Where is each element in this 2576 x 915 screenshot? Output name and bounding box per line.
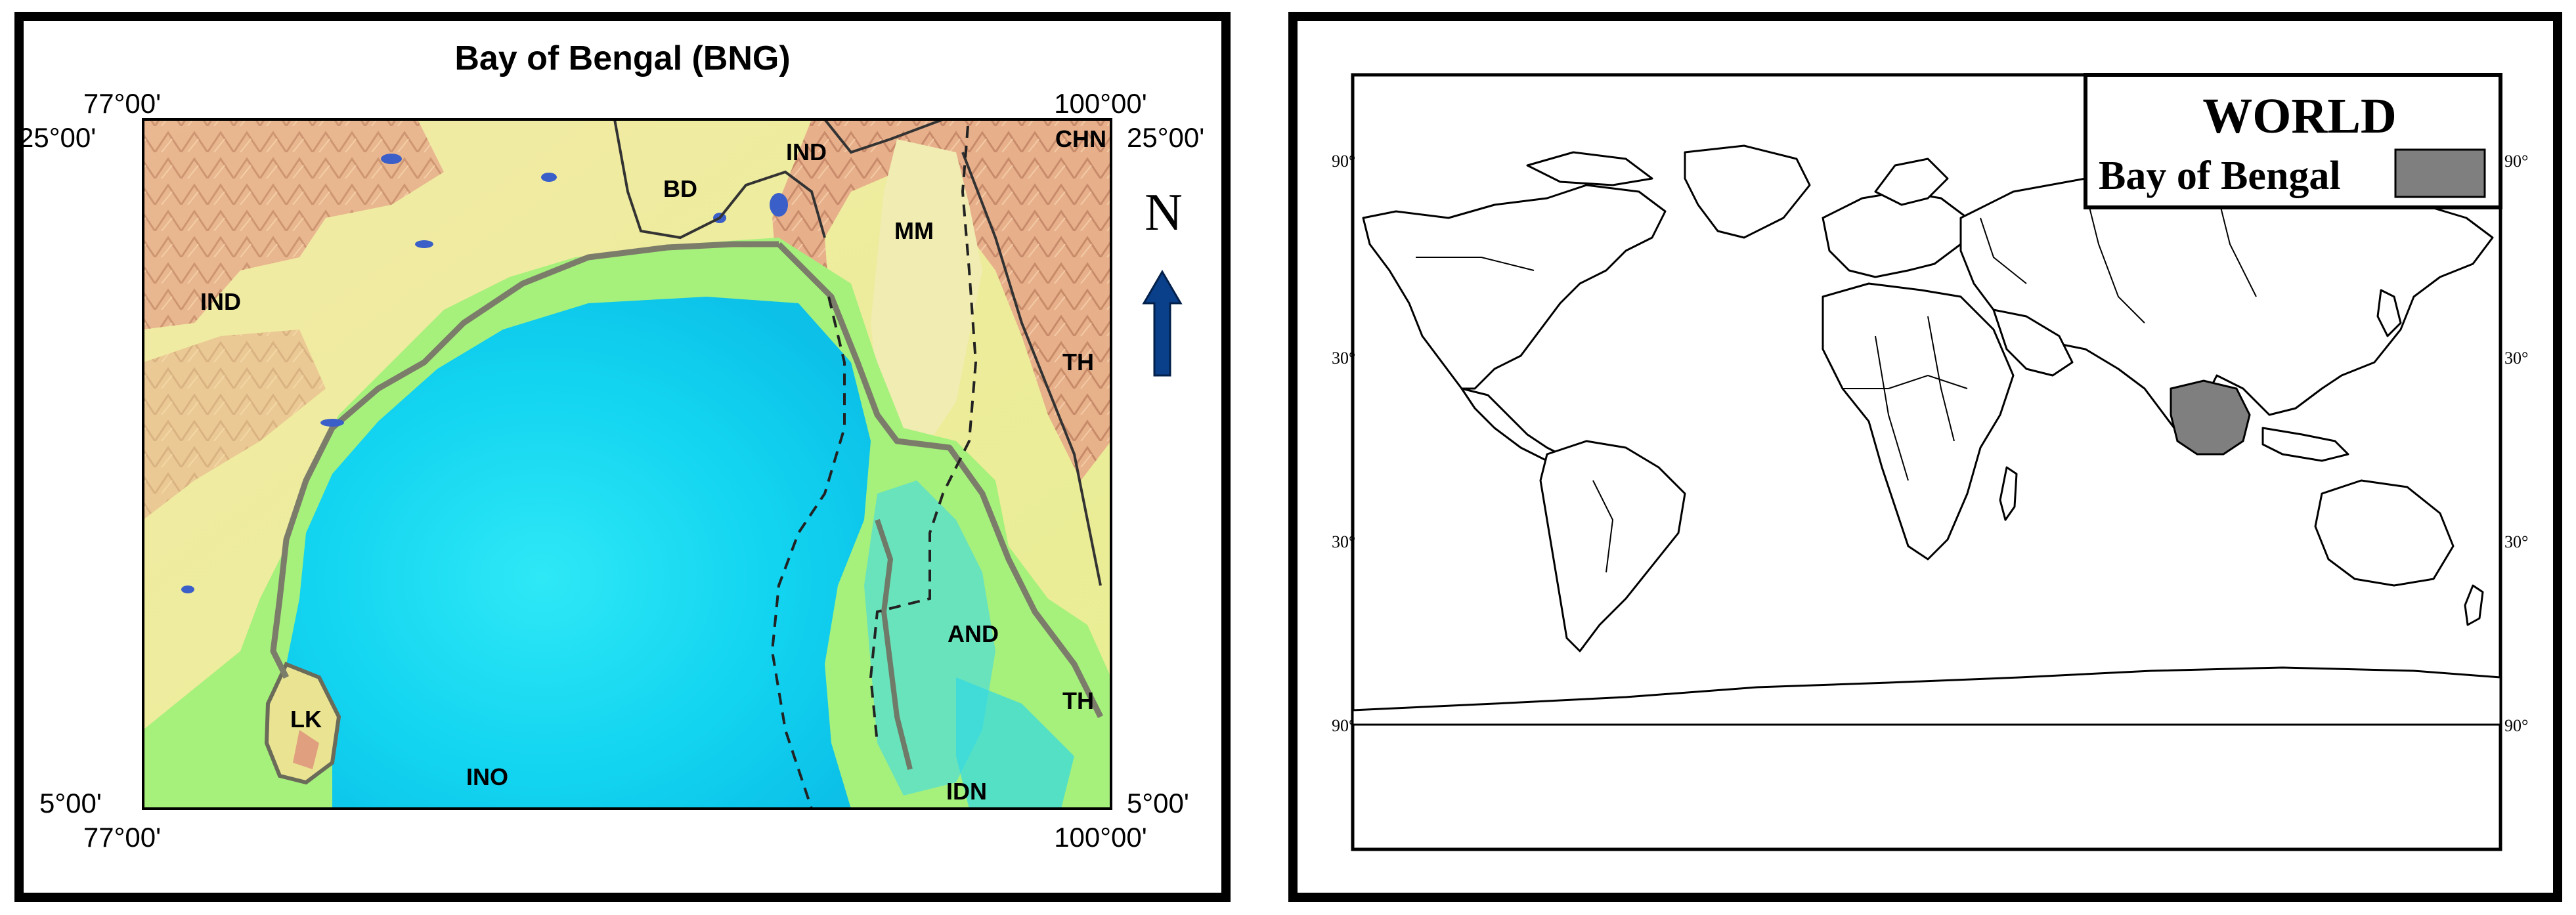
label-india-east: IND [786,138,827,165]
india-eastern-ghats [143,330,326,520]
coord-top-right-lat: 25°00' [1127,122,1204,153]
sri-lanka-highlands [293,730,319,769]
coord-bottom-left-lon: 77°00' [83,822,161,853]
coord-bottom-left-lat: 5°00' [39,788,102,819]
north-arrow-icon [1142,270,1183,377]
label-bangladesh: BD [663,175,697,202]
border-myanmar [823,119,944,154]
lakes [181,154,788,593]
sri-lanka [264,662,341,785]
lat-tick-left-4: 90° [1332,716,1355,735]
continent-scandinavia [1874,158,1949,206]
continent-south-america [1539,440,1686,652]
continents [1351,144,2502,726]
regional-map-panel: Bay of Bengal (BNG) 77°00' 100°00' 25°00… [14,12,1231,902]
india-highlands [143,119,444,330]
deep-water [273,297,871,809]
label-indian-ocean: INO [466,763,508,790]
japan [2376,289,2402,337]
world-map-panel: 90° 30° 30° 90° 90° 30° 30° 90° [1288,12,2562,902]
coord-top-left-lon: 77°00' [83,88,161,119]
regional-map-title: Bay of Bengal (BNG) [454,39,790,77]
madagascar [1999,466,2018,521]
regional-map-figure: Bay of Bengal (BNG) 77°00' 100°00' 25°00… [18,39,1204,853]
southeast-asia-islands [2261,427,2349,462]
andaman-islands [875,519,913,770]
legend-item-label: Bay of Bengal [2099,154,2341,198]
bay-of-bengal-highlight [2170,379,2251,456]
lat-tick-right-3: 30° [2504,532,2528,551]
legend: WORLD Bay of Bengal [2084,73,2502,209]
continent-greenland [1684,144,1811,239]
eez-boundary-dashed [770,296,846,809]
myanmar-plain [871,139,982,441]
legend-box [2084,73,2502,209]
continent-north-america [1362,184,1667,390]
coastline-west [270,241,779,679]
coord-top-right-lon: 100°00' [1054,88,1147,119]
label-india-west: IND [200,288,241,315]
lat-tick-left-2: 30° [1332,349,1355,368]
coastline-east [776,242,1104,719]
regional-map-frame [142,118,1112,810]
label-indonesia: IDN [946,778,987,805]
regional-map-area: IND BD IND MM CHN TH TH AND LK INO IDN [142,118,1112,810]
coord-bottom-right-lat: 5°00' [1127,788,1189,819]
legend-swatch [2394,148,2486,198]
coord-top-left-lat: 25°00' [24,122,96,153]
lat-tick-right-2: 30° [2504,349,2528,368]
east-highlands [772,119,1111,480]
eez-boundary-east [869,125,978,744]
label-myanmar: MM [894,217,934,244]
label-andaman: AND [948,620,999,647]
lat-tick-right-1: 90° [2504,152,2528,171]
andaman-deep [956,677,1074,809]
lat-tick-right-4: 90° [2504,716,2528,735]
lat-tick-left-1: 90° [1332,152,1355,171]
coord-bottom-right-lon: 100°00' [1054,822,1147,853]
north-arrow: N [1142,184,1183,377]
border-bangladesh [613,119,826,240]
continent-africa [1822,282,2015,561]
label-china: CHN [1055,125,1106,152]
arctic-islands [1526,151,1653,186]
continent-antarctica [1351,666,2502,726]
world-map-figure: 90° 30° 30° 90° 90° 30° 30° 90° [1332,73,2528,851]
continent-australia [2314,479,2455,587]
label-thailand-south: TH [1062,687,1094,714]
label-sri-lanka: LK [290,706,322,733]
legend-title: WORLD [2202,89,2397,144]
label-thailand-north: TH [1062,349,1094,375]
new-zealand [2464,584,2484,626]
north-label: N [1145,184,1183,242]
lat-tick-left-3: 30° [1332,532,1355,551]
country-borders [1416,191,2257,573]
arabian-peninsula [1992,309,2074,377]
border-thailand [961,152,1102,586]
